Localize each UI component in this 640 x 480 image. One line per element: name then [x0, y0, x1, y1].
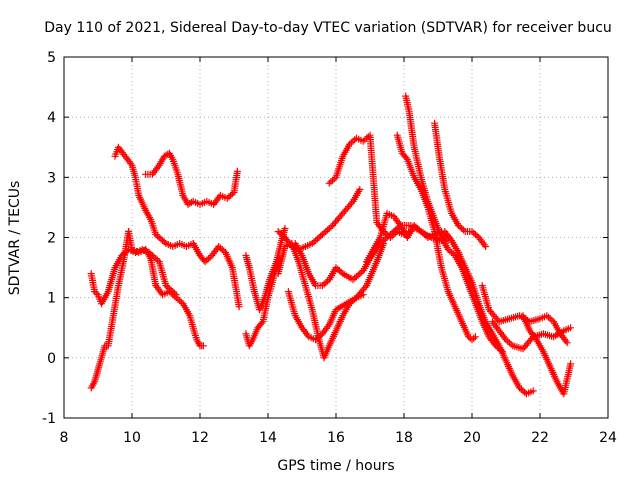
marker-points	[325, 131, 415, 241]
series-pass-18	[441, 228, 537, 398]
y-tick-label: 2	[47, 231, 56, 247]
series-pass-9	[274, 185, 364, 253]
plot-frame	[63, 56, 609, 419]
series-pass-17	[431, 119, 490, 250]
series-pass-2	[87, 228, 133, 392]
series-pass-10	[274, 240, 367, 362]
marker-points	[189, 240, 243, 311]
y-tick-label: 5	[47, 50, 56, 66]
y-axis-ticks: -1 0 1 2 3 4 5	[42, 50, 608, 427]
y-tick-label: 3	[47, 170, 56, 186]
x-tick-label: 14	[259, 430, 277, 446]
marker-points	[125, 228, 207, 350]
y-tick-label: 4	[47, 110, 56, 126]
grid	[64, 57, 608, 418]
marker-points	[111, 143, 197, 250]
data-marks	[87, 92, 575, 398]
x-tick-label: 22	[531, 430, 549, 446]
x-tick-label: 20	[463, 430, 481, 446]
x-axis-ticks: 8 10 12 14 16 18 20 22 24	[60, 57, 617, 446]
series-pass-4	[111, 143, 197, 250]
series-pass-3	[125, 228, 207, 350]
y-tick-label: 0	[47, 351, 56, 367]
x-tick-label: 16	[327, 430, 345, 446]
x-tick-label: 10	[123, 430, 141, 446]
marker-points	[274, 185, 364, 253]
series-pass-11	[284, 240, 388, 344]
series-pass-13	[325, 131, 415, 241]
y-tick-label: -1	[42, 411, 56, 427]
x-tick-label: 8	[60, 430, 69, 446]
series-pass-6	[189, 240, 243, 311]
marker-points	[284, 240, 388, 344]
marker-points	[274, 240, 367, 362]
series-pass-1	[87, 246, 180, 308]
series-pass-21	[519, 312, 575, 398]
marker-points	[87, 228, 133, 392]
marker-points	[142, 149, 241, 208]
x-tick-label: 12	[191, 430, 209, 446]
marker-points	[519, 312, 575, 398]
x-tick-label: 24	[599, 430, 617, 446]
y-axis-label: SDTVAR / TECUs	[7, 181, 23, 296]
marker-points	[431, 119, 490, 250]
x-tick-label: 18	[395, 430, 413, 446]
chart-title: Day 110 of 2021, Sidereal Day-to-day VTE…	[44, 20, 612, 36]
series-pass-5	[142, 149, 241, 208]
marker-points	[441, 228, 537, 398]
marker-points	[87, 246, 180, 308]
x-axis-label: GPS time / hours	[277, 458, 394, 474]
y-tick-label: 1	[47, 291, 56, 307]
